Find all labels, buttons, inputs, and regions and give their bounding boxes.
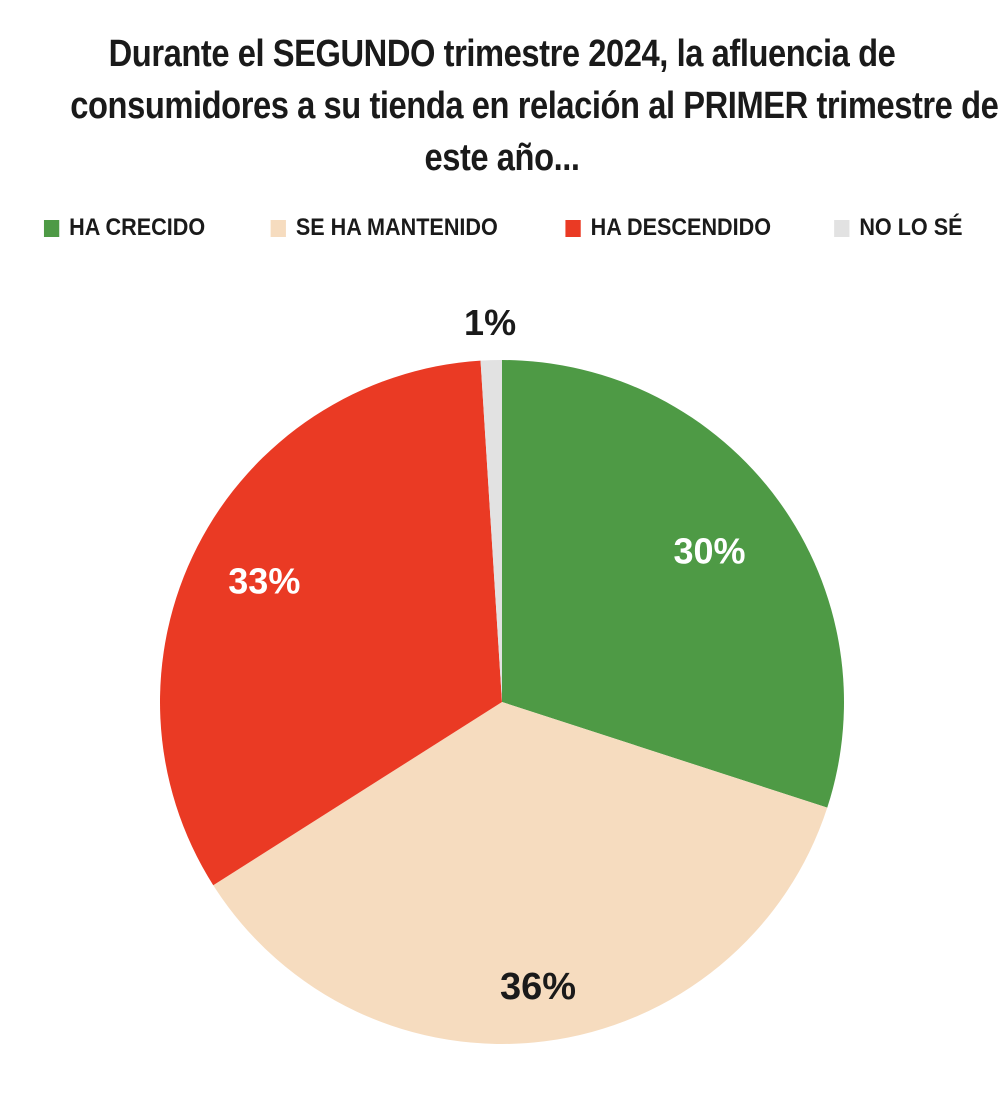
legend-label: HA DESCENDIDO xyxy=(590,214,772,241)
legend-label: SE HA MANTENIDO xyxy=(295,214,498,241)
legend-item-ha-crecido: HA CRECIDO xyxy=(43,214,205,242)
chart-title-line-1: Durante el SEGUNDO trimestre 2024, la af… xyxy=(108,33,896,75)
legend-swatch xyxy=(43,219,59,237)
chart-title-line-2: consumidores a su tienda en relación al … xyxy=(70,85,999,127)
data-label-no-lo-se: 1% xyxy=(464,302,516,343)
pie-slice-ha-crecido xyxy=(502,360,844,808)
chart-title-line-3: este año... xyxy=(424,137,580,179)
chart-legend: HA CRECIDO SE HA MANTENIDO HA DESCENDIDO… xyxy=(0,214,1004,242)
pie-slice-no-lo-se xyxy=(480,360,502,702)
chart-title: Durante el SEGUNDO trimestre 2024, la af… xyxy=(70,28,999,184)
data-label-se-ha-mantenido: 36% xyxy=(500,966,576,1008)
legend-label: HA CRECIDO xyxy=(68,214,205,241)
pie-slice-se-ha-mantenido xyxy=(213,702,828,1044)
legend-item-no-lo-se: NO LO SÉ xyxy=(833,214,963,242)
data-label-ha-crecido: 30% xyxy=(673,531,745,572)
legend-swatch xyxy=(833,219,850,237)
legend-swatch xyxy=(565,219,581,237)
legend-label: NO LO SÉ xyxy=(859,214,963,241)
data-label-ha-descendido: 33% xyxy=(228,560,300,601)
pie-slice-ha-descendido xyxy=(160,360,503,886)
legend-swatch xyxy=(270,219,286,237)
legend-item-se-ha-mantenido: SE HA MANTENIDO xyxy=(270,214,498,242)
legend-item-ha-descendido: HA DESCENDIDO xyxy=(565,214,772,242)
